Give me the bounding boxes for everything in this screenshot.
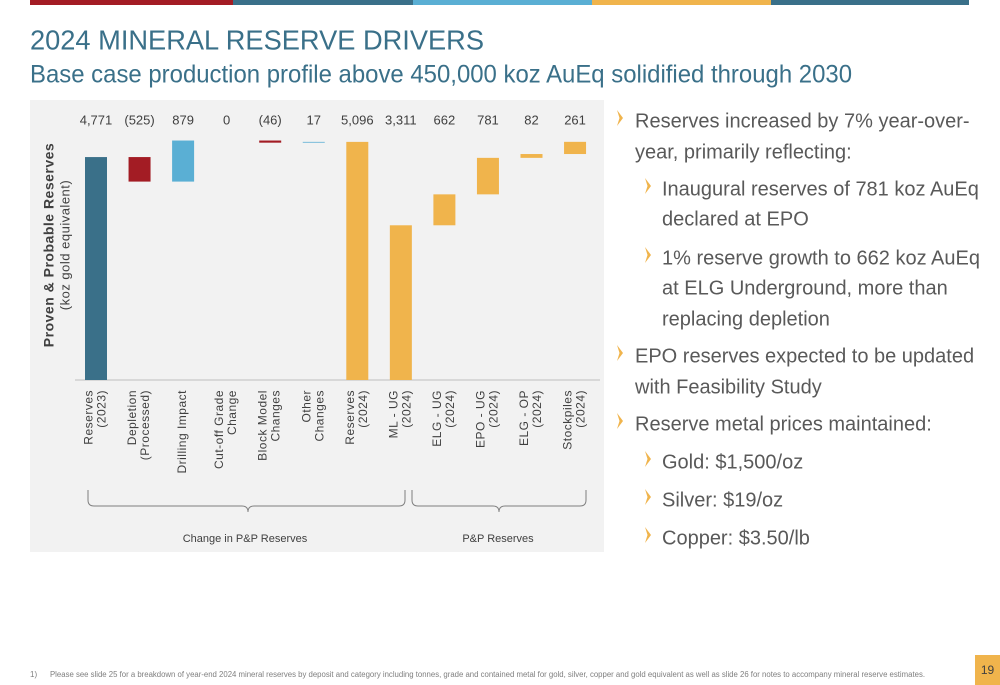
bar (433, 194, 456, 226)
x-tick-label: EPO - UG(2024) (474, 390, 501, 448)
stripe (413, 0, 592, 5)
x-tick-label-line: ELG - OP (517, 390, 531, 446)
bullet-text: Copper: $3.50/lb (662, 527, 810, 549)
footnote-number: 1) (30, 670, 37, 679)
x-tick-label-line: (2024) (400, 390, 414, 428)
bullet-text: EPO reserves expected to be updated (635, 345, 974, 367)
bullet-marker (617, 413, 623, 429)
y-axis-label: (koz gold equivalent) (57, 180, 72, 310)
bullet-text: replacing depletion (662, 308, 830, 330)
bullet-marker (645, 489, 651, 505)
x-tick-label: Depletion(Processed) (125, 390, 152, 460)
footnote: Please see slide 25 for a breakdown of y… (50, 670, 925, 679)
bar (259, 140, 282, 143)
x-tick-label: ML - UG(2024) (387, 390, 414, 438)
bar (302, 141, 325, 143)
bullet-marker (645, 247, 651, 263)
x-tick-label-line: (2023) (95, 390, 109, 428)
x-tick-label-line: Reserves (82, 390, 96, 445)
data-label: 82 (524, 112, 538, 127)
x-tick-label-line: (2024) (356, 390, 370, 428)
x-tick-label-line: ML - UG (387, 390, 401, 438)
bullet-text: Gold: $1,500/oz (662, 451, 803, 473)
x-tick-label: ELG - OP(2024) (517, 390, 544, 446)
x-tick-label-line: Drilling Impact (175, 390, 189, 474)
x-tick-label-line: Other (299, 390, 313, 423)
stripe (592, 0, 771, 5)
page-number: 19 (981, 663, 995, 677)
x-tick-label-line: (2024) (574, 390, 588, 428)
bullet-text: Reserve metal prices maintained: (635, 413, 932, 435)
bullet-text: declared at EPO (662, 208, 809, 230)
bar (476, 157, 499, 195)
x-tick-label-line: Block Model (256, 390, 270, 461)
group-label: P&P Reserves (462, 533, 534, 545)
page-number-box (975, 655, 1000, 685)
x-tick-label-line: (2024) (530, 390, 544, 428)
bullet-text: Silver: $19/oz (662, 489, 783, 511)
group-bracket (411, 490, 587, 513)
bullet-text: 1% reserve growth to 662 koz AuEq (662, 247, 980, 269)
subtitle: Base case production profile above 450,0… (30, 61, 852, 89)
data-label: (525) (124, 112, 154, 127)
bar (172, 140, 195, 182)
x-tick-label: Stockpiles(2024) (561, 390, 588, 450)
x-tick-label-line: Cut-off Grade (212, 390, 226, 469)
data-label: 5,096 (341, 112, 374, 127)
title: 2024 MINERAL RESERVE DRIVERS (30, 24, 484, 55)
bar (564, 141, 587, 155)
bullet-text: Reserves increased by 7% year-over- (635, 110, 970, 132)
bar (85, 157, 107, 380)
bullet-marker (645, 527, 651, 543)
data-label: 781 (477, 112, 499, 127)
x-tick-label-line: (2024) (487, 390, 501, 428)
x-tick-label: Reserves(2023) (82, 390, 109, 445)
x-tick-label-line: ELG - UG (430, 390, 444, 447)
bullet-marker (645, 451, 651, 467)
x-tick-label-line: Depletion (125, 390, 139, 445)
data-label: 879 (172, 112, 194, 127)
chart-background (30, 100, 604, 552)
bullet-marker (617, 110, 623, 126)
stripe (30, 0, 233, 5)
x-tick-label: ELG - UG(2024) (430, 390, 457, 447)
data-label: 4,771 (80, 112, 113, 127)
data-label: 17 (307, 112, 321, 127)
bar (520, 154, 543, 158)
bullet-text: year, primarily reflecting: (635, 141, 852, 163)
x-tick-label-line: Changes (269, 390, 283, 442)
x-tick-label-line: Change (225, 390, 239, 435)
x-tick-label-line: (2024) (443, 390, 457, 428)
bullet-marker (617, 345, 623, 361)
stripe (233, 0, 413, 5)
bar (389, 225, 412, 380)
x-tick-label: Drilling Impact (175, 390, 189, 474)
x-tick-label-line: Stockpiles (561, 390, 575, 450)
x-tick-label: Cut-off GradeChange (212, 390, 239, 469)
x-tick-label-line: (Processed) (138, 390, 152, 460)
data-label: (46) (259, 112, 282, 127)
bullet-text: with Feasibility Study (634, 376, 822, 398)
bar (128, 157, 151, 182)
y-axis-label: Proven & Probable Reserves (41, 143, 57, 347)
data-label: 3,311 (385, 112, 417, 127)
data-label: 662 (434, 112, 456, 127)
stripe (771, 0, 969, 5)
group-label: Change in P&P Reserves (183, 533, 308, 545)
bar (346, 141, 369, 380)
x-tick-label: OtherChanges (299, 390, 326, 442)
data-label: 261 (564, 112, 586, 127)
x-tick-label-line: Changes (312, 390, 326, 442)
bullet-text: at ELG Underground, more than (662, 277, 948, 299)
x-tick-label: Reserves(2024) (343, 390, 370, 445)
group-bracket (87, 490, 406, 513)
x-tick-label-line: Reserves (343, 390, 357, 445)
bullet-marker (645, 178, 651, 194)
x-tick-label-line: EPO - UG (474, 390, 488, 448)
bullet-text: Inaugural reserves of 781 koz AuEq (662, 178, 979, 200)
x-tick-label: Block ModelChanges (256, 390, 283, 461)
data-label: 0 (223, 112, 230, 127)
